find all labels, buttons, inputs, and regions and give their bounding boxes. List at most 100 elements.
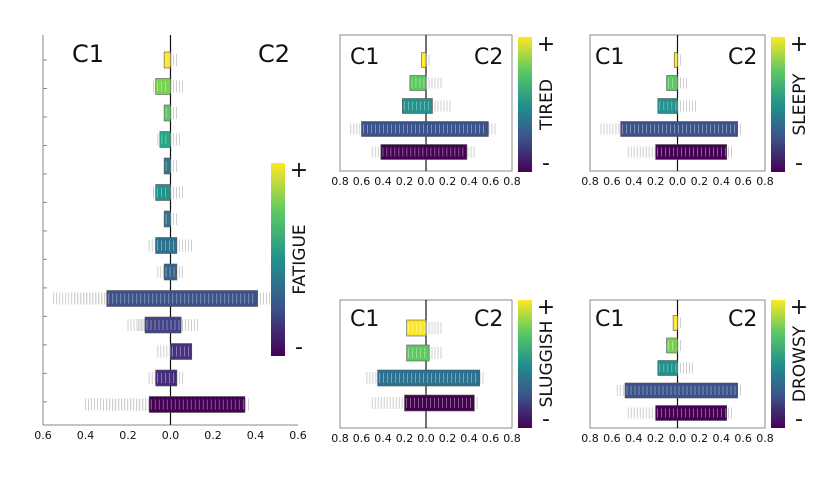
x-tick-label: 0.2 xyxy=(647,175,665,188)
x-tick-label: 0.0 xyxy=(669,432,687,445)
bar xyxy=(155,184,171,201)
tired-panel: 0.8 0.6 0.4 0.2 0.0 0.2 0.4 0.6 0.8C1 C2+-TIRED xyxy=(331,32,557,188)
bar xyxy=(144,316,182,334)
bar xyxy=(655,144,728,160)
fatigue-panel: 0.6 0.4 0.2 0.0 0.2 0.4 0.6 C1 C2 + - FATIGUE xyxy=(34,35,310,442)
colorbar-minus: - xyxy=(542,407,550,432)
c1-label: C1 xyxy=(350,307,379,332)
colorbar-minus: - xyxy=(295,335,303,360)
bar xyxy=(624,382,738,399)
c1-label: C1 xyxy=(595,307,624,332)
x-tick-label: 0.4 xyxy=(247,429,265,442)
x-tick-label: 0.4 xyxy=(713,175,731,188)
x-tick-label: 0.2 xyxy=(439,432,457,445)
x-tick-label: 0.0 xyxy=(417,432,435,445)
x-tick-label: 0.6 xyxy=(353,432,371,445)
x-tick-label: 0.4 xyxy=(374,432,392,445)
x-tick-label: 0.4 xyxy=(460,432,478,445)
colorbar-plus: + xyxy=(290,158,308,183)
colorbar-label: SLUGGISH xyxy=(537,321,557,408)
x-tick-label: 0.8 xyxy=(331,175,349,188)
colorbar xyxy=(271,163,285,356)
x-tick-label: 0.8 xyxy=(756,175,774,188)
x-tick-label: 0.8 xyxy=(756,432,774,445)
bar xyxy=(170,343,193,360)
x-tick-label: 0.2 xyxy=(691,432,709,445)
sleepy-panel: 0.8 0.6 0.4 0.2 0.0 0.2 0.4 0.6 0.8C1 C2+-SLEEPY xyxy=(581,32,810,188)
x-tick-label: 0.6 xyxy=(289,429,307,442)
c2-label: C2 xyxy=(728,45,757,70)
x-tick-label: 0.0 xyxy=(669,175,687,188)
bar xyxy=(666,75,678,91)
bar xyxy=(620,121,738,137)
x-tick-label: 0.8 xyxy=(581,432,599,445)
x-tick-label: 0.8 xyxy=(503,175,521,188)
x-tick-label: 0.8 xyxy=(581,175,599,188)
x-tick-label: 0.0 xyxy=(162,429,180,442)
x-tick-label: 0.4 xyxy=(713,432,731,445)
colorbar-plus: + xyxy=(537,32,555,57)
bar xyxy=(657,360,678,376)
c2-label: C2 xyxy=(258,40,290,68)
x-tick-label: 0.6 xyxy=(34,429,52,442)
colorbar-label: SLEEPY xyxy=(790,73,810,136)
x-tick-label: 0.4 xyxy=(77,429,95,442)
bar xyxy=(406,344,430,362)
bar xyxy=(666,337,678,354)
x-tick-label: 0.6 xyxy=(482,175,500,188)
bar xyxy=(148,396,246,413)
drowsy-panel: 0.8 0.6 0.4 0.2 0.0 0.2 0.4 0.6 0.8C1 C2 +-DROWSY xyxy=(581,295,810,445)
bar xyxy=(163,51,171,69)
bar xyxy=(163,210,171,228)
x-tick-label: 0.2 xyxy=(396,175,414,188)
bar xyxy=(159,131,171,148)
x-tick-label: 0.2 xyxy=(647,432,665,445)
bar xyxy=(406,319,427,337)
bar xyxy=(377,369,481,387)
c1-label: C1 xyxy=(350,45,379,70)
x-tick-label: 0.2 xyxy=(439,175,457,188)
colorbar-minus: - xyxy=(795,407,803,432)
bar xyxy=(404,394,475,412)
sluggish-panel: 0.8 0.6 0.4 0.2 0.0 0.2 0.4 0.6 0.8C1 C2 +-SLUGGIS… xyxy=(331,295,557,445)
x-tick-label: 0.6 xyxy=(603,432,621,445)
x-tick-label: 0.4 xyxy=(625,432,643,445)
colorbar-plus: + xyxy=(790,295,808,320)
c2-label: C2 xyxy=(474,45,503,70)
colorbar-label: FATIGUE xyxy=(290,224,310,294)
colorbar xyxy=(518,37,532,172)
x-tick-label: 0.2 xyxy=(396,432,414,445)
colorbar-minus: - xyxy=(795,151,803,176)
x-tick-label: 0.8 xyxy=(503,432,521,445)
bar xyxy=(155,78,171,95)
bar xyxy=(409,75,427,91)
x-tick-label: 0.4 xyxy=(374,175,392,188)
bar xyxy=(155,237,178,254)
bar xyxy=(421,52,427,68)
c1-label: C1 xyxy=(72,40,104,68)
bar xyxy=(163,157,171,175)
bar xyxy=(672,315,678,331)
x-tick-label: 0.2 xyxy=(119,429,137,442)
colorbar-label: DROWSY xyxy=(790,325,810,402)
x-tick-label: 0.0 xyxy=(417,175,435,188)
bar xyxy=(380,144,468,160)
bar xyxy=(163,263,178,281)
bar xyxy=(163,104,171,122)
colorbar xyxy=(771,37,785,172)
bar xyxy=(106,290,258,307)
bar xyxy=(673,52,678,68)
x-tick-label: 0.4 xyxy=(625,175,643,188)
c2-label: C2 xyxy=(728,307,757,332)
colorbar-plus: + xyxy=(537,295,555,320)
bar xyxy=(657,98,678,114)
colorbar xyxy=(771,300,785,428)
x-tick-label: 0.6 xyxy=(734,175,752,188)
bar xyxy=(361,121,489,137)
x-tick-label: 0.4 xyxy=(460,175,478,188)
x-tick-label: 0.6 xyxy=(482,432,500,445)
x-tick-label: 0.8 xyxy=(331,432,349,445)
colorbar-minus: - xyxy=(542,151,550,176)
